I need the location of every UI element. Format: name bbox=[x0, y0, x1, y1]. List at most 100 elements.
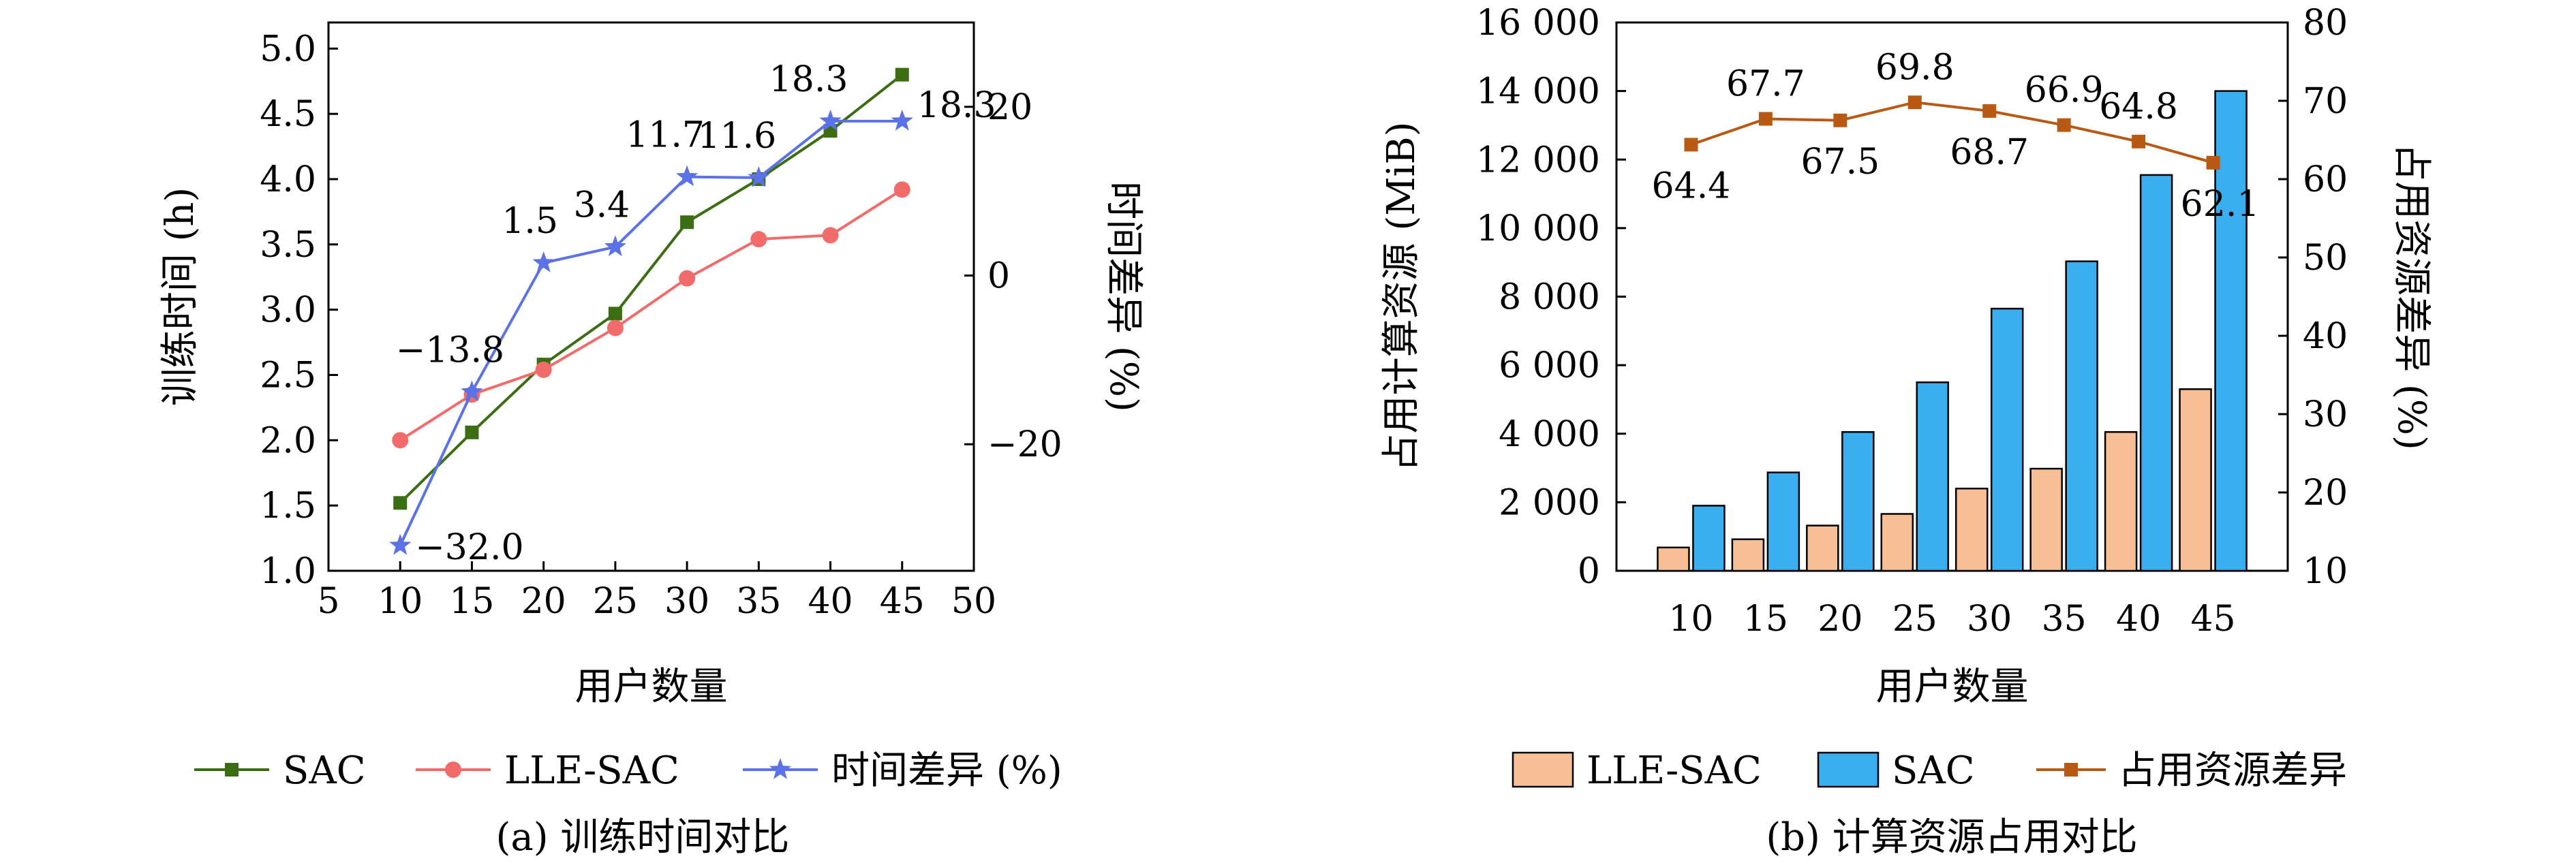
x-tick-label: 20 bbox=[521, 581, 566, 622]
x-tick-label: 25 bbox=[593, 581, 638, 622]
plot-frame bbox=[327, 21, 975, 572]
bar-sac bbox=[1692, 505, 1726, 572]
x-tick-label: 30 bbox=[664, 581, 709, 622]
y-tick-label: 6 000 bbox=[1499, 345, 1600, 386]
y2-tick-label: 80 bbox=[2303, 3, 2348, 44]
legend-square-marker bbox=[2064, 763, 2078, 776]
y-tick-label: 2 000 bbox=[1499, 482, 1600, 523]
y-tick-label: 12 000 bbox=[1476, 140, 1600, 181]
circle-marker bbox=[392, 432, 409, 449]
square-marker bbox=[1833, 113, 1847, 127]
square-marker bbox=[1758, 112, 1773, 126]
star-marker bbox=[532, 251, 555, 272]
bar-lle-sac bbox=[2179, 388, 2212, 572]
x-tick-label: 10 bbox=[378, 581, 423, 622]
series-line-square bbox=[399, 74, 904, 504]
series-line-resource-diff bbox=[1690, 101, 2214, 164]
series-line-star bbox=[399, 119, 902, 546]
y-axis-label: 训练时间 (h) bbox=[158, 187, 202, 407]
bar-lle-sac bbox=[2029, 467, 2063, 572]
data-label: 67.7 bbox=[1726, 63, 1805, 104]
y2-tick-label: 30 bbox=[2303, 394, 2348, 435]
legend-circle-marker bbox=[445, 762, 461, 778]
circle-marker bbox=[750, 231, 767, 248]
bar-sac bbox=[2065, 260, 2098, 572]
series-line-circle bbox=[399, 188, 903, 442]
y2-tick-label: 10 bbox=[2303, 551, 2348, 592]
data-label: 3.4 bbox=[574, 185, 630, 225]
y-tick-label: 3.5 bbox=[260, 225, 316, 266]
chart-caption: (a) 训练时间对比 bbox=[496, 815, 790, 860]
x-tick-label: 45 bbox=[880, 581, 925, 622]
y-axis-label: 占用计算资源 (MiB) bbox=[1379, 122, 1424, 472]
x-tick-label: 5 bbox=[317, 581, 339, 622]
bar-sac bbox=[2139, 174, 2173, 572]
x-tick-label: 35 bbox=[736, 581, 781, 622]
circle-marker bbox=[893, 181, 910, 198]
y-tick-label: 4 000 bbox=[1499, 414, 1600, 455]
legend-label: SAC bbox=[1892, 749, 1975, 793]
data-label: 1.5 bbox=[502, 201, 558, 242]
data-label: 18.3 bbox=[769, 59, 848, 100]
legend-square-marker bbox=[225, 763, 239, 776]
data-label: 18.3 bbox=[917, 85, 996, 126]
x-tick-label: 40 bbox=[2116, 599, 2161, 640]
star-marker bbox=[461, 380, 483, 402]
circle-marker bbox=[535, 361, 552, 378]
circle-marker bbox=[822, 227, 839, 244]
y2-axis-label: 时间差异 (%) bbox=[1101, 181, 1146, 412]
bar-sac bbox=[1841, 430, 1875, 572]
y2-tick-label: 0 bbox=[987, 256, 1010, 297]
star-marker bbox=[748, 166, 770, 187]
x-tick-label: 40 bbox=[808, 581, 853, 622]
data-label: 62.1 bbox=[2181, 184, 2260, 225]
y-tick-label: 0 bbox=[1578, 551, 1600, 592]
y-tick-label: 8 000 bbox=[1499, 277, 1600, 318]
legend-label: 占用资源差异 bbox=[2118, 749, 2347, 793]
square-marker bbox=[608, 307, 622, 321]
bar-sac bbox=[1766, 471, 1800, 572]
data-label: 67.5 bbox=[1800, 142, 1880, 183]
star-marker bbox=[819, 109, 842, 131]
y-tick-label: 14 000 bbox=[1476, 72, 1600, 112]
square-marker bbox=[680, 215, 694, 230]
y-tick-label: 5.0 bbox=[260, 29, 316, 69]
y-tick-label: 2.0 bbox=[260, 420, 316, 461]
data-label: 66.9 bbox=[2025, 70, 2104, 111]
data-label: 64.8 bbox=[2099, 87, 2178, 127]
square-marker bbox=[393, 496, 408, 510]
x-tick-label: 25 bbox=[1892, 599, 1937, 640]
star-marker bbox=[891, 109, 913, 131]
square-marker bbox=[2057, 118, 2071, 132]
x-tick-label: 15 bbox=[1743, 599, 1788, 640]
y2-tick-label: 20 bbox=[987, 87, 1032, 128]
y-tick-label: 16 000 bbox=[1476, 3, 1600, 44]
x-axis-label: 用户数量 bbox=[1876, 665, 2029, 709]
square-marker bbox=[1907, 95, 1922, 110]
bar-lle-sac bbox=[2104, 430, 2138, 572]
legend-bar-swatch bbox=[1512, 751, 1574, 788]
data-label: 64.4 bbox=[1652, 166, 1731, 206]
circle-marker bbox=[607, 319, 624, 336]
square-marker bbox=[2206, 155, 2220, 170]
data-label: 11.6 bbox=[697, 116, 776, 157]
y2-tick-label: 50 bbox=[2303, 238, 2348, 279]
x-axis-label: 用户数量 bbox=[575, 665, 728, 709]
y-tick-label: 10 000 bbox=[1476, 208, 1600, 249]
bar-lle-sac bbox=[1806, 524, 1839, 572]
y2-tick-label: 40 bbox=[2303, 316, 2348, 357]
chart-a-training-time: 5 10 15 20 25 30 35 40 45 50 1.0 1.5 2.0 2.5 3.0 3.5 4.0… bbox=[158, 21, 1146, 860]
square-marker bbox=[1982, 104, 1997, 118]
x-tick-label: 10 bbox=[1668, 599, 1713, 640]
legend-label: SAC bbox=[283, 749, 366, 793]
square-marker bbox=[465, 425, 479, 439]
data-label: 68.7 bbox=[1950, 132, 2029, 173]
square-marker bbox=[2132, 134, 2146, 148]
x-tick-label: 35 bbox=[2042, 599, 2087, 640]
star-marker bbox=[675, 165, 699, 187]
bar-sac bbox=[1990, 307, 2024, 572]
x-tick-label: 45 bbox=[2190, 599, 2235, 640]
legend-star-marker bbox=[769, 758, 792, 779]
y-tick-label: 4.0 bbox=[260, 159, 316, 200]
